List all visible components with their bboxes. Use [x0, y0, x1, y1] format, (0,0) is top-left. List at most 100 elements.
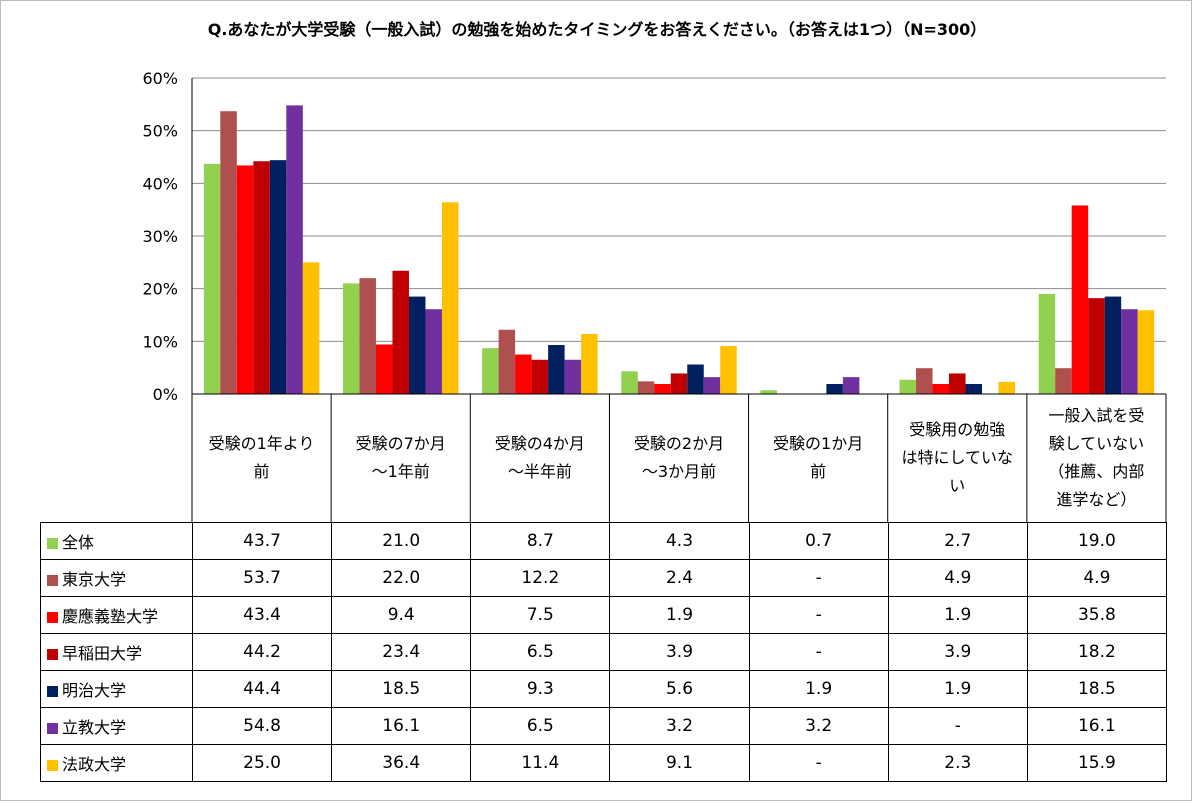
table-cell-value: 15.9 — [1026, 744, 1167, 782]
bar — [342, 283, 360, 394]
table-row: 早稲田大学 44.2 23.4 6.5 3.9-3.9 18.2 — [40, 633, 1167, 671]
bar — [621, 371, 638, 394]
bar — [687, 364, 704, 394]
bar — [375, 344, 393, 394]
legend-key — [47, 538, 58, 549]
bar — [1071, 205, 1089, 394]
bar — [965, 383, 983, 394]
bar — [408, 296, 426, 394]
table-cell-value: 18.5 — [331, 670, 472, 708]
bar — [826, 383, 843, 394]
bar — [564, 359, 582, 394]
table-cell-value: 12.2 — [470, 559, 611, 597]
table-cell-value: - — [748, 744, 889, 782]
x-category-label-line: （推薦、内部 — [1048, 462, 1145, 481]
bar — [203, 163, 221, 394]
table-cell-value: 1.9 — [887, 670, 1028, 708]
bar — [932, 383, 950, 394]
bar — [581, 333, 598, 394]
table-cell-value: 44.4 — [191, 670, 333, 708]
table-cell-value: 2.7 — [887, 522, 1028, 560]
table-cell-value: 6.5 — [470, 707, 611, 745]
x-category-label: 一般入試を受 験していない （推薦、内部 進学など） — [1027, 394, 1166, 522]
y-tick-label: 0% — [153, 385, 178, 404]
table-row: 東京大学 53.7 22.0 12.2 2.4-4.9 4.9 — [40, 559, 1167, 597]
bar — [1121, 309, 1138, 394]
bar — [392, 270, 409, 394]
y-tick-label: 60% — [142, 69, 178, 88]
bar — [515, 354, 532, 394]
x-category-label: 受験の1年より前 — [192, 394, 331, 522]
x-category-label: 受験の2か月 ～3か月前 — [609, 394, 748, 522]
bar — [720, 346, 737, 394]
bar — [703, 377, 721, 394]
table-row: 全体 43.7 21.0 8.7 4.3 0.7 2.7 19.0 — [40, 522, 1167, 560]
bar — [482, 348, 499, 394]
legend-label: 法政大学 — [62, 755, 127, 774]
x-category-label-line: 受験の7か月 — [355, 434, 446, 453]
y-tick-label: 50% — [142, 122, 178, 141]
x-category-label: 受験の7か月 ～1年前 — [331, 394, 470, 522]
table-cell-value: 25.0 — [191, 744, 333, 782]
table-cell-value: - — [748, 633, 889, 671]
legend-entry: 東京大学 — [40, 559, 193, 597]
x-category-label-line: ～1年前 — [371, 462, 430, 481]
chart-title: Q.あなたが大学受験（一般入試）の勉強を始めたタイミングをお答えください。（お答… — [207, 20, 987, 39]
bar — [654, 383, 671, 394]
bar — [441, 202, 459, 394]
bar — [236, 165, 254, 394]
x-category-label-line: は特にしていな — [901, 448, 1014, 467]
table-cell-value: 3.9 — [609, 633, 750, 671]
table-cell-value: 43.4 — [191, 596, 333, 634]
table-cell-value: 5.6 — [609, 670, 750, 708]
legend-label: 慶應義塾大学 — [62, 607, 159, 626]
table-cell-value: 18.5 — [1026, 670, 1167, 708]
legend-label: 明治大学 — [62, 681, 127, 700]
table-cell-value: 23.4 — [331, 633, 472, 671]
table-cell-value: 3.2 — [609, 707, 750, 745]
bar — [531, 359, 549, 394]
table-cell-value: 9.4 — [331, 596, 472, 634]
x-category-label: 受験の4か月 ～半年前 — [470, 394, 609, 522]
bar — [302, 262, 320, 394]
table-cell-value: 21.0 — [331, 522, 472, 560]
bar — [1055, 368, 1072, 394]
y-tick-label: 20% — [142, 280, 178, 299]
bar — [899, 379, 917, 394]
bar — [359, 278, 376, 394]
bar — [916, 368, 933, 394]
table-cell-value: 54.8 — [191, 707, 333, 745]
category-label-row: 受験の1年より前受験の7か月 ～1年前 受験の4か月 ～半年前 受験の2か月 ～3か月前受… — [192, 394, 1166, 522]
bar — [1104, 296, 1122, 394]
table-cell-value: 35.8 — [1026, 596, 1167, 634]
legend-label: 東京大学 — [62, 570, 127, 589]
legend-entry: 明治大学 — [40, 670, 193, 708]
bar — [637, 381, 655, 394]
x-category-label-line: 受験の2か月 — [633, 434, 725, 453]
table-cell-value: - — [748, 559, 889, 597]
x-category-label: 受験の1か月前 — [749, 394, 888, 522]
legend-key — [47, 575, 58, 586]
table-cell-value: 4.9 — [887, 559, 1028, 597]
table-cell-value: 11.4 — [470, 744, 611, 782]
x-category-label-line: 受験の1年より — [208, 434, 315, 453]
y-tick-label: 10% — [142, 332, 178, 351]
x-category-label-line: 験していない — [1048, 434, 1145, 453]
table-cell-value: 3.2 — [748, 707, 889, 745]
table-cell-value: 4.3 — [609, 522, 750, 560]
x-category-label-line: 受験の1か月 — [773, 434, 864, 453]
table-cell-value: - — [887, 707, 1028, 745]
table-row: 立教大学 54.8 16.1 6.5 3.2 3.2-16.1 — [40, 707, 1167, 745]
x-category-label-line: ～3か月前 — [641, 462, 717, 481]
table-cell-value: - — [748, 596, 889, 634]
bar — [949, 373, 966, 394]
table-row: 慶應義塾大学 43.4 9.4 7.5 1.9-1.9 35.8 — [40, 596, 1167, 634]
table-cell-value: 18.2 — [1026, 633, 1167, 671]
legend-key — [47, 612, 58, 623]
table-cell-value: 36.4 — [331, 744, 472, 782]
table-cell-value: 19.0 — [1026, 522, 1167, 560]
bar — [548, 345, 565, 394]
table-cell-value: 43.7 — [191, 522, 333, 560]
